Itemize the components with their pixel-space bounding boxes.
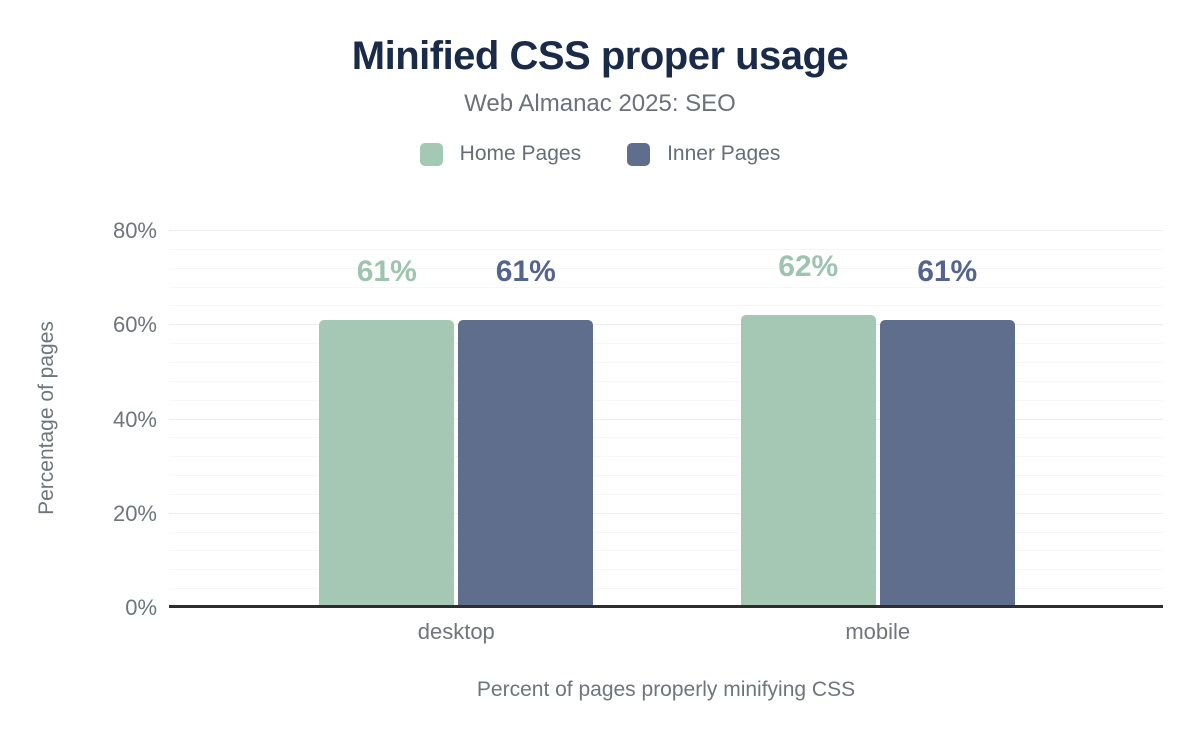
minor-gridline [169,437,1163,439]
bar-mobile-home-pages [740,314,876,607]
y-tick-label: 60% [112,312,157,338]
bar-value-label: 62% [778,249,839,283]
legend-swatch-icon [627,142,651,166]
y-tick-label: 20% [112,500,157,526]
legend-label: Inner Pages [667,142,781,165]
major-gridline [169,512,1163,514]
legend-item-home-pages[interactable]: Home Pages [419,142,582,166]
x-axis-line [169,605,1163,608]
minor-gridline [169,361,1163,363]
major-gridline [169,418,1163,420]
y-tick-label: 40% [112,406,157,432]
bar-mobile-inner-pages [879,319,1015,607]
minor-gridline [169,343,1163,345]
legend: Home Pages Inner Pages [0,142,1200,166]
minor-gridline [169,456,1163,458]
chart-title: Minified CSS proper usage [351,34,849,78]
bar-desktop-home-pages [319,319,455,607]
minor-gridline [169,248,1163,250]
minor-gridline [169,550,1163,552]
minor-gridline [169,531,1163,533]
y-tick-label: 80% [112,218,157,243]
plot-area [169,230,1163,607]
legend-swatch-icon [419,142,443,166]
legend-label: Home Pages [459,142,582,165]
y-axis-title: Percentage of pages [35,321,58,515]
bar-desktop-inner-pages [458,319,594,607]
minor-gridline [169,493,1163,495]
minor-gridline [169,380,1163,382]
bar-value-label: 61% [356,254,417,288]
x-category-label-desktop: desktop [417,619,495,644]
minor-gridline [169,569,1163,571]
major-gridline [169,324,1163,326]
bar-value-label: 61% [917,254,978,288]
x-category-label-mobile: mobile [845,619,911,644]
minor-gridline [169,267,1163,269]
minor-gridline [169,399,1163,401]
legend-item-inner-pages[interactable]: Inner Pages [627,142,780,166]
y-tick-label: 0% [125,595,157,620]
major-gridline [169,230,1163,231]
minor-gridline [169,305,1163,307]
minor-gridline [169,286,1163,288]
minor-gridline [169,588,1163,590]
bar-value-label: 61% [495,254,556,288]
chart-subtitle: Web Almanac 2025: SEO [464,90,736,117]
minor-gridline [169,475,1163,477]
x-axis-title: Percent of pages properly minifying CSS [476,678,856,701]
